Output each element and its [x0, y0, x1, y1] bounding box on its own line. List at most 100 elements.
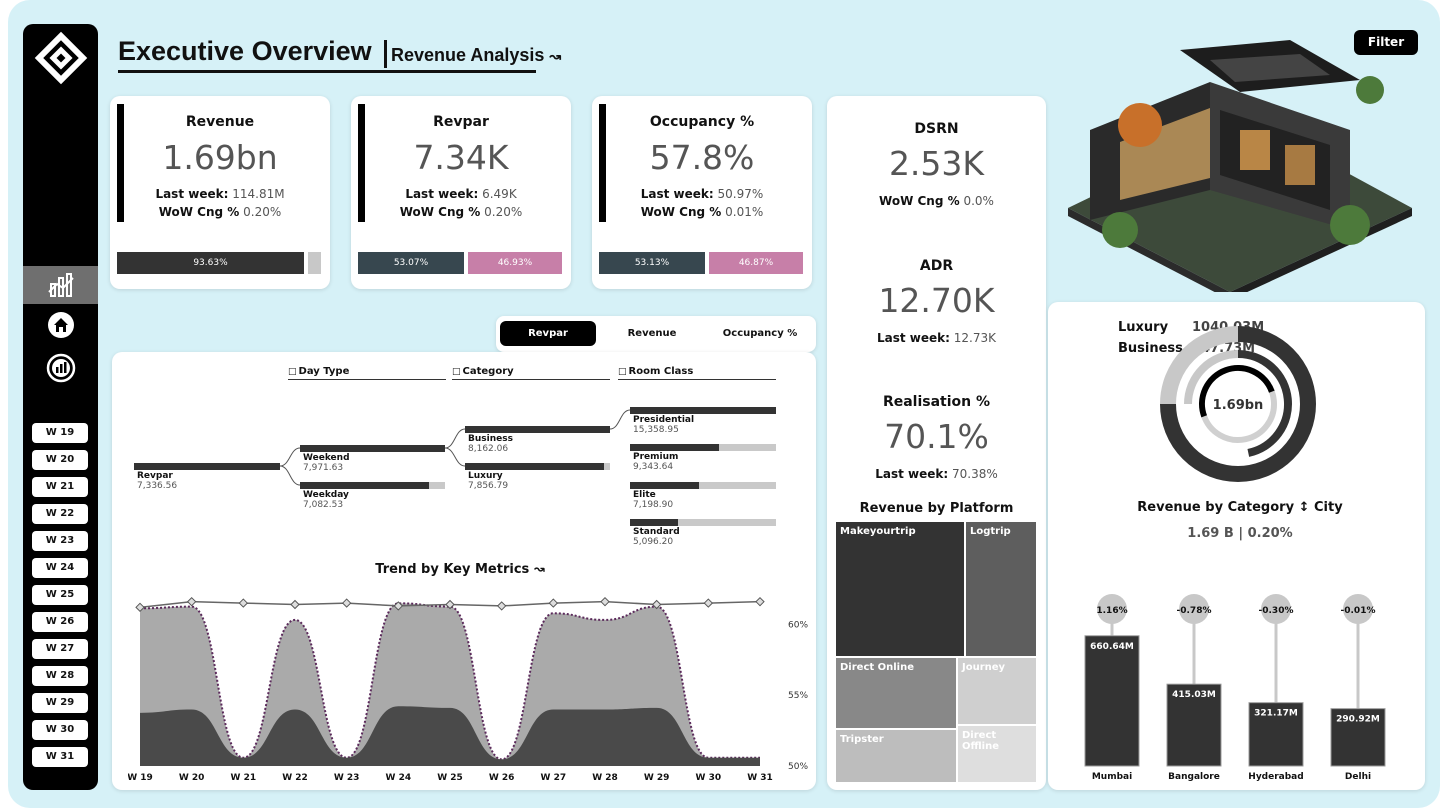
decomp-node-name: Revpar: [137, 471, 173, 481]
decomp-bar[interactable]: [630, 519, 776, 526]
tab-revpar[interactable]: Revpar: [500, 321, 596, 346]
city-change-label: -0.78%: [1177, 606, 1212, 616]
decomp-bar-fill: [465, 463, 604, 470]
decomp-bar[interactable]: [465, 463, 610, 470]
decomp-bar[interactable]: [630, 444, 776, 451]
trend-point[interactable]: [238, 598, 249, 608]
week-button[interactable]: W 31: [32, 747, 88, 767]
platform-tile[interactable]: Direct Offline: [957, 725, 1037, 783]
platform-tile[interactable]: Logtrip: [965, 521, 1037, 657]
trend-x-tick: W 19: [128, 773, 153, 783]
decomp-node-name: Standard: [633, 527, 680, 537]
tab-occupancy[interactable]: Occupancy %: [722, 328, 798, 339]
week-button[interactable]: W 20: [32, 450, 88, 470]
trend-point[interactable]: [186, 596, 197, 607]
kpi-label: Revenue: [185, 114, 255, 130]
trend-x-tick: W 28: [592, 773, 618, 783]
trend-point[interactable]: [600, 596, 610, 607]
week-button[interactable]: W 29: [32, 693, 88, 713]
home-icon[interactable]: [23, 306, 98, 344]
trend-point[interactable]: [290, 599, 300, 610]
decomp-node-value: 7,856.79: [468, 481, 509, 491]
decomp-daytype-node: Weekend 7,971.63: [303, 453, 350, 473]
filter-button[interactable]: Filter: [1354, 30, 1418, 55]
trend-x-tick: W 30: [696, 773, 722, 783]
city-label: Hyderabad: [1248, 772, 1303, 782]
trend-point[interactable]: [548, 598, 559, 608]
week-button[interactable]: W 24: [32, 558, 88, 578]
week-button[interactable]: W 30: [32, 720, 88, 740]
donut-ring-middle[interactable]: [1237, 350, 1292, 457]
city-bar[interactable]: [1248, 702, 1304, 767]
kpi-value: 7.34K: [413, 138, 509, 177]
decomp-bar[interactable]: [300, 445, 445, 452]
platform-tile[interactable]: Makeyourtrip: [835, 521, 965, 657]
trend-point[interactable]: [445, 599, 455, 610]
donut-ring-outer-bg[interactable]: [1160, 326, 1239, 405]
week-button[interactable]: W 22: [32, 504, 88, 524]
donut-ring-middle-bg[interactable]: [1184, 350, 1239, 405]
trend-point[interactable]: [341, 598, 352, 608]
chart-icon[interactable]: [23, 266, 98, 304]
decomp-bar[interactable]: [300, 482, 445, 489]
decomp-node-name: Weekend: [303, 453, 350, 463]
logo-icon[interactable]: [33, 30, 89, 86]
sort-icon[interactable]: ↕: [1298, 500, 1310, 515]
kpi-last-week-value: 50.97%: [717, 187, 764, 201]
decomp-header[interactable]: □ Category: [452, 366, 610, 380]
week-button[interactable]: W 27: [32, 639, 88, 659]
trend-point[interactable]: [703, 598, 714, 608]
kpi-value: 1.69bn: [162, 138, 278, 177]
adr-last-week-label: Last week:: [876, 331, 950, 345]
trend-point[interactable]: [651, 599, 662, 610]
trend-point[interactable]: [755, 596, 765, 607]
decomp-node-name: Elite: [633, 490, 656, 500]
realisation-last-week: Last week: 70.38%: [827, 467, 1046, 481]
week-button[interactable]: W 28: [32, 666, 88, 686]
decomp-daytype-node: Weekday 7,082.53: [303, 490, 349, 510]
week-button[interactable]: W 26: [32, 612, 88, 632]
report-icon[interactable]: [23, 349, 98, 387]
city-bar[interactable]: [1330, 708, 1386, 767]
platform-tile[interactable]: Direct Online: [835, 657, 957, 729]
kpi-card: Occupancy % 57.8% Last week: 50.97% WoW Cng…: [592, 96, 812, 289]
decomp-bar[interactable]: [630, 482, 776, 489]
week-button[interactable]: W 21: [32, 477, 88, 497]
decomp-node-name: Luxury: [468, 471, 503, 481]
donut-ring-outer[interactable]: [1160, 326, 1316, 482]
city-bar[interactable]: [1084, 635, 1140, 767]
decomp-node-name: Business: [468, 434, 513, 444]
decomp-header[interactable]: □ Room Class: [618, 366, 776, 380]
lock-icon: □: [288, 367, 297, 377]
city-bar-chart: 1.16% 660.64M Mumbai -0.78% 415.03M Bangalore…: [1084, 594, 1386, 782]
city-change-badge: [1343, 594, 1373, 624]
sidebar: W 19 W 20 W 21 W 22 W 23 W 24 W 25 W 26 W 27 W 28…: [23, 24, 98, 790]
week-button[interactable]: W 23: [32, 531, 88, 551]
donut-legend-name: Luxury: [1118, 320, 1169, 335]
decomp-bar[interactable]: [630, 407, 776, 414]
decomp-bar[interactable]: [134, 463, 280, 470]
city-bar-value: 660.64M: [1090, 642, 1134, 652]
tab-revenue[interactable]: Revenue: [627, 328, 677, 339]
title-underline: [118, 70, 536, 73]
decomp-header[interactable]: □ Day Type: [288, 366, 446, 380]
decomp-node-name: Weekday: [303, 490, 349, 500]
trend-chart: W 19 W 20 W 21 W 22 W 23 W 24 W 25 W 26 W 27 W 28…: [128, 596, 808, 783]
city-change-badge: [1261, 594, 1291, 624]
trend-point[interactable]: [135, 602, 145, 613]
week-button[interactable]: W 19: [32, 423, 88, 443]
platform-tile[interactable]: Journey: [957, 657, 1037, 725]
page-subtitle: Revenue Analysis ↝: [391, 45, 561, 66]
trend-point[interactable]: [393, 601, 404, 611]
decomp-category-node: Luxury 7,856.79: [468, 471, 508, 491]
decomp-bar[interactable]: [465, 426, 610, 433]
donut-ring-inner[interactable]: [1199, 365, 1275, 418]
city-bar[interactable]: [1166, 683, 1222, 767]
platform-tile[interactable]: Tripster: [835, 729, 957, 783]
trend-x-tick: W 22: [282, 773, 308, 783]
decomp-node-value: 7,082.53: [303, 500, 344, 510]
decomp-node-value: 15,358.95: [633, 425, 679, 435]
decomp-node-value: 9,343.64: [633, 462, 674, 472]
week-button[interactable]: W 25: [32, 585, 88, 605]
trend-point[interactable]: [496, 601, 507, 611]
